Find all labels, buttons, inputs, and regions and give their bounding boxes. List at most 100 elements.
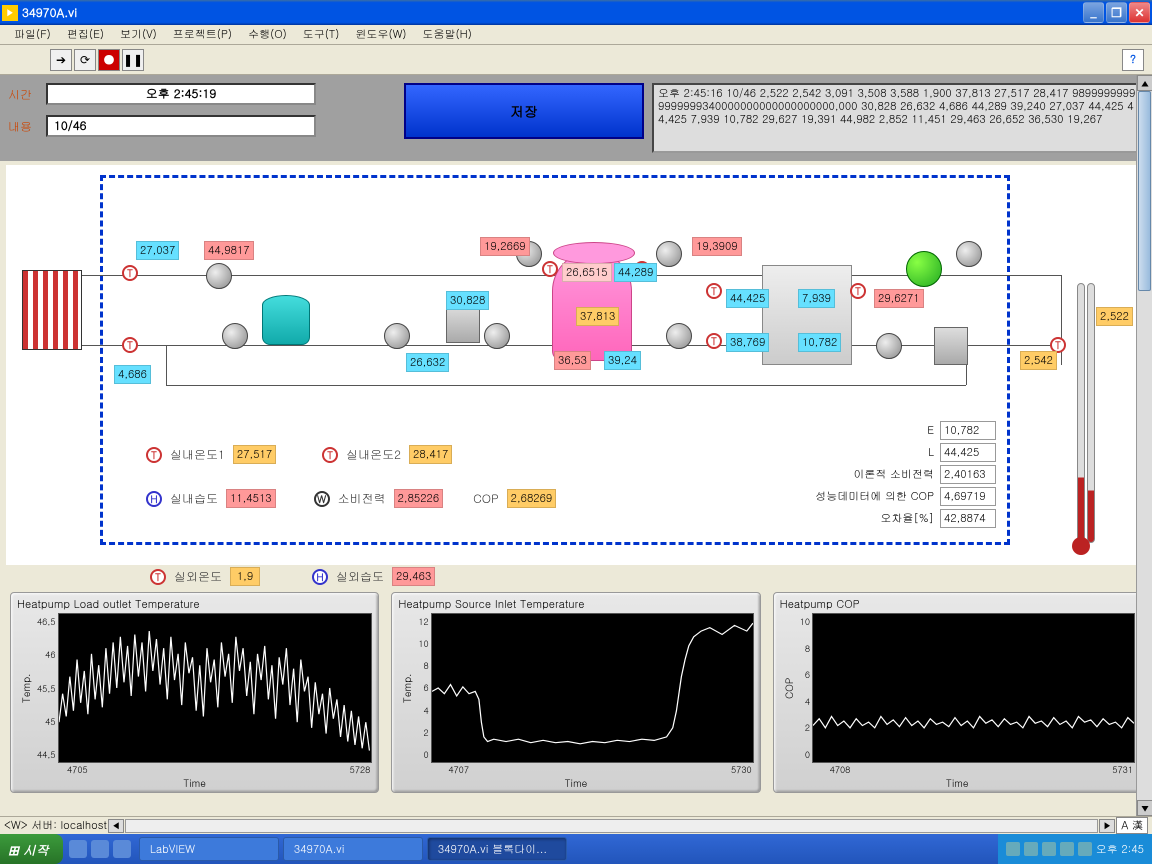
maximize-button[interactable]: ❐ (1106, 2, 1127, 23)
val-19-3909: 19,3909 (692, 237, 742, 256)
pump-4 (484, 323, 510, 349)
chart3-yaxis: 10 8 6 4 2 0 (798, 613, 812, 763)
val-37-813: 37,813 (576, 307, 619, 326)
sensor-t-2: T (122, 337, 138, 353)
val-2-542: 2,542 (1020, 351, 1057, 370)
val-36-53: 36,53 (554, 351, 591, 370)
tray-icon-3[interactable] (1042, 842, 1056, 856)
menubar: 파일(F) 편집(E) 보기(V) 프로젝트(P) 수행(O) 도구(T) 윈도… (0, 25, 1152, 45)
toolbar: ➔ ⟳ ● ❚❚ ? (0, 45, 1152, 75)
chart2-plot[interactable] (431, 613, 754, 763)
val-38-769: 38,769 (726, 333, 769, 352)
start-button[interactable]: ⊞시작 (0, 834, 63, 864)
scroll-up-arrow[interactable]: ▲ (1137, 75, 1152, 91)
window-title: 34970A.vi (22, 4, 1083, 21)
chart1-xlabel: Time (17, 776, 372, 790)
theo-label: 이론적 소비전력 (853, 467, 934, 482)
indoor1-label: 실내온도1 (170, 446, 225, 463)
indoor1-val: 27,517 (233, 445, 276, 464)
compressor (906, 251, 942, 287)
chart3-ylabel: COP (780, 613, 798, 763)
chart2-line (432, 623, 753, 744)
err-val: 42,8874 (940, 509, 996, 528)
taskbar: ⊞시작 LabVIEW 34970A.vi 34970A.vi 블록다이... … (0, 834, 1152, 864)
legend-outdoor-h-icon: H (312, 569, 328, 585)
content-field[interactable]: 10/46 (46, 115, 316, 137)
cyan-tank (262, 295, 310, 345)
scroll-down-arrow[interactable]: ▼ (1137, 800, 1152, 816)
legend-row-outdoor: T 실외온도 1,9 H 실외습도 29,463 (150, 567, 1152, 586)
diagram-canvas: T T T T T T T T 27,037 44,9817 4,686 19,… (6, 165, 1146, 565)
save-button[interactable]: 저장 (404, 83, 644, 139)
scroll-thumb[interactable] (1138, 91, 1151, 291)
menu-window[interactable]: 윈도우(W) (347, 25, 414, 44)
pump-2 (222, 323, 248, 349)
chart-cop: Heatpump COP COP 10 8 6 4 2 0 47085731 T… (773, 592, 1142, 793)
chart1-plot[interactable] (58, 613, 373, 763)
pump-3 (384, 323, 410, 349)
lang-indicator[interactable]: A 漢 (1116, 817, 1148, 834)
task-labview[interactable]: LabVIEW (139, 837, 279, 861)
val-26-6515: 26,6515 (562, 263, 612, 282)
vertical-scrollbar[interactable]: ▲ ▼ (1136, 75, 1152, 816)
header-panel: 시간 오후 2:45:19 내용 10/46 저장 오후 2:45:16 10/… (0, 75, 1152, 161)
pause-button[interactable]: ❚❚ (122, 49, 144, 71)
hscroll-left[interactable]: ◀ (108, 819, 124, 833)
cop-val: 2,68269 (507, 489, 557, 508)
perf-label: 성능데미터에 의한 COP (815, 489, 934, 504)
pump-1 (206, 263, 232, 289)
pump-5 (666, 323, 692, 349)
task-blockdiagram[interactable]: 34970A.vi 블록다이... (427, 837, 567, 861)
tray-clock: 오후 2:45 (1096, 842, 1144, 857)
minimize-button[interactable]: _ (1083, 2, 1104, 23)
menu-run[interactable]: 수행(O) (240, 25, 295, 44)
menu-file[interactable]: 파일(F) (6, 25, 59, 44)
err-label: 오차율[%] (880, 511, 934, 526)
E-val: 10,782 (940, 421, 996, 440)
menu-edit[interactable]: 편집(E) (59, 25, 112, 44)
val-19-2669: 19,2669 (480, 237, 530, 256)
sensor-t-5: T (706, 283, 722, 299)
chart3-plot[interactable] (812, 613, 1135, 763)
menu-view[interactable]: 보기(V) (112, 25, 165, 44)
pump-9 (956, 241, 982, 267)
outdoor-val: 1,9 (230, 567, 260, 586)
sensor-t-3: T (542, 261, 558, 277)
thermometer (1066, 265, 1096, 555)
ql-icon-3[interactable] (113, 840, 131, 858)
pump-6 (876, 333, 902, 359)
window-titlebar: ▶ 34970A.vi _ ❐ ✕ (0, 0, 1152, 25)
chart3-line (813, 716, 1134, 727)
quicklaunch (63, 840, 137, 858)
hum-out-label: 실외습도 (336, 568, 384, 585)
L-label: L (928, 445, 934, 460)
tray-icon-1[interactable] (1006, 842, 1020, 856)
chart2-yaxis: 12 10 8 6 4 2 0 (416, 613, 430, 763)
ql-icon-2[interactable] (91, 840, 109, 858)
menu-tools[interactable]: 도구(T) (295, 25, 348, 44)
theo-val: 2,40163 (940, 465, 996, 484)
sensor-t-7: T (850, 283, 866, 299)
menu-project[interactable]: 프로젝트(P) (165, 25, 240, 44)
stop-button[interactable]: ● (98, 49, 120, 71)
help-icon[interactable]: ? (1122, 49, 1144, 71)
ql-icon-1[interactable] (69, 840, 87, 858)
run-button[interactable]: ➔ (50, 49, 72, 71)
valve-2 (934, 327, 968, 365)
pump-8 (656, 241, 682, 267)
menu-help[interactable]: 도움말(H) (415, 25, 480, 44)
close-button[interactable]: ✕ (1129, 2, 1150, 23)
tray-icon-5[interactable] (1078, 842, 1092, 856)
task-34970a[interactable]: 34970A.vi (283, 837, 423, 861)
system-tray[interactable]: 오후 2:45 (998, 834, 1152, 864)
run-cont-button[interactable]: ⟳ (74, 49, 96, 71)
chart3-title: Heatpump COP (780, 597, 1135, 611)
tray-icon-4[interactable] (1060, 842, 1074, 856)
val-29-6271: 29,6271 (874, 289, 924, 308)
hscroll-right[interactable]: ▶ (1099, 819, 1115, 833)
content-label: 내용 (8, 118, 40, 135)
chart-source-inlet: Heatpump Source Inlet Temperature Temp. … (391, 592, 760, 793)
E-label: E (927, 423, 934, 438)
tray-icon-2[interactable] (1024, 842, 1038, 856)
val-7-939: 7,939 (798, 289, 835, 308)
